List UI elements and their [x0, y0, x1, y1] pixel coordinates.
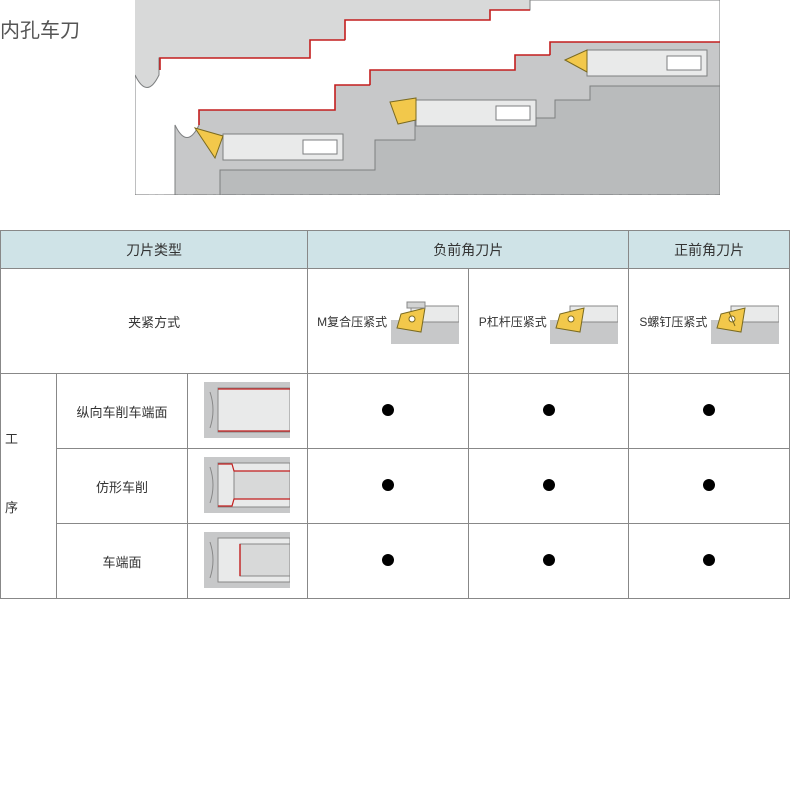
dot — [382, 554, 394, 566]
clamp-p: P杠杆压紧式 — [468, 269, 629, 374]
dot — [543, 554, 555, 566]
header-row: 刀片类型 负前角刀片 正前角刀片 — [1, 231, 790, 269]
table-row: 工 序 纵向车削车端面 — [1, 374, 790, 449]
dot — [703, 554, 715, 566]
hdr-negative: 负前角刀片 — [433, 242, 503, 258]
table-row: 车端面 — [1, 524, 790, 599]
dot — [382, 479, 394, 491]
hero-diagram — [135, 0, 720, 195]
clamp-row: 夹紧方式 M复合压紧式 P杠杆压紧式 S螺钉压紧式 — [1, 269, 790, 374]
dot — [703, 404, 715, 416]
clamp-p-icon — [550, 298, 618, 344]
side-label: 工 序 — [1, 374, 57, 599]
proc-thumb — [187, 449, 307, 524]
clamp-s-icon — [711, 298, 779, 344]
hdr-positive: 正前角刀片 — [674, 242, 744, 258]
clamp-label: 夹紧方式 — [128, 315, 180, 330]
proc-label: 纵向车削车端面 — [76, 405, 167, 420]
clamp-m-icon — [391, 298, 459, 344]
proc-label: 车端面 — [102, 555, 141, 570]
proc-thumb — [187, 524, 307, 599]
dot — [543, 404, 555, 416]
clamp-m: M复合压紧式 — [308, 269, 469, 374]
proc-thumb — [187, 374, 307, 449]
hdr-insert-type: 刀片类型 — [126, 242, 182, 258]
table-row: 仿形车削 — [1, 449, 790, 524]
dot — [382, 404, 394, 416]
clamp-s: S螺钉压紧式 — [629, 269, 790, 374]
spec-table: 刀片类型 负前角刀片 正前角刀片 夹紧方式 M复合压紧式 P杠杆压紧式 — [0, 230, 790, 599]
dot — [703, 479, 715, 491]
page-title: 内孔车刀 — [0, 14, 80, 43]
proc-label: 仿形车削 — [96, 480, 148, 495]
dot — [543, 479, 555, 491]
